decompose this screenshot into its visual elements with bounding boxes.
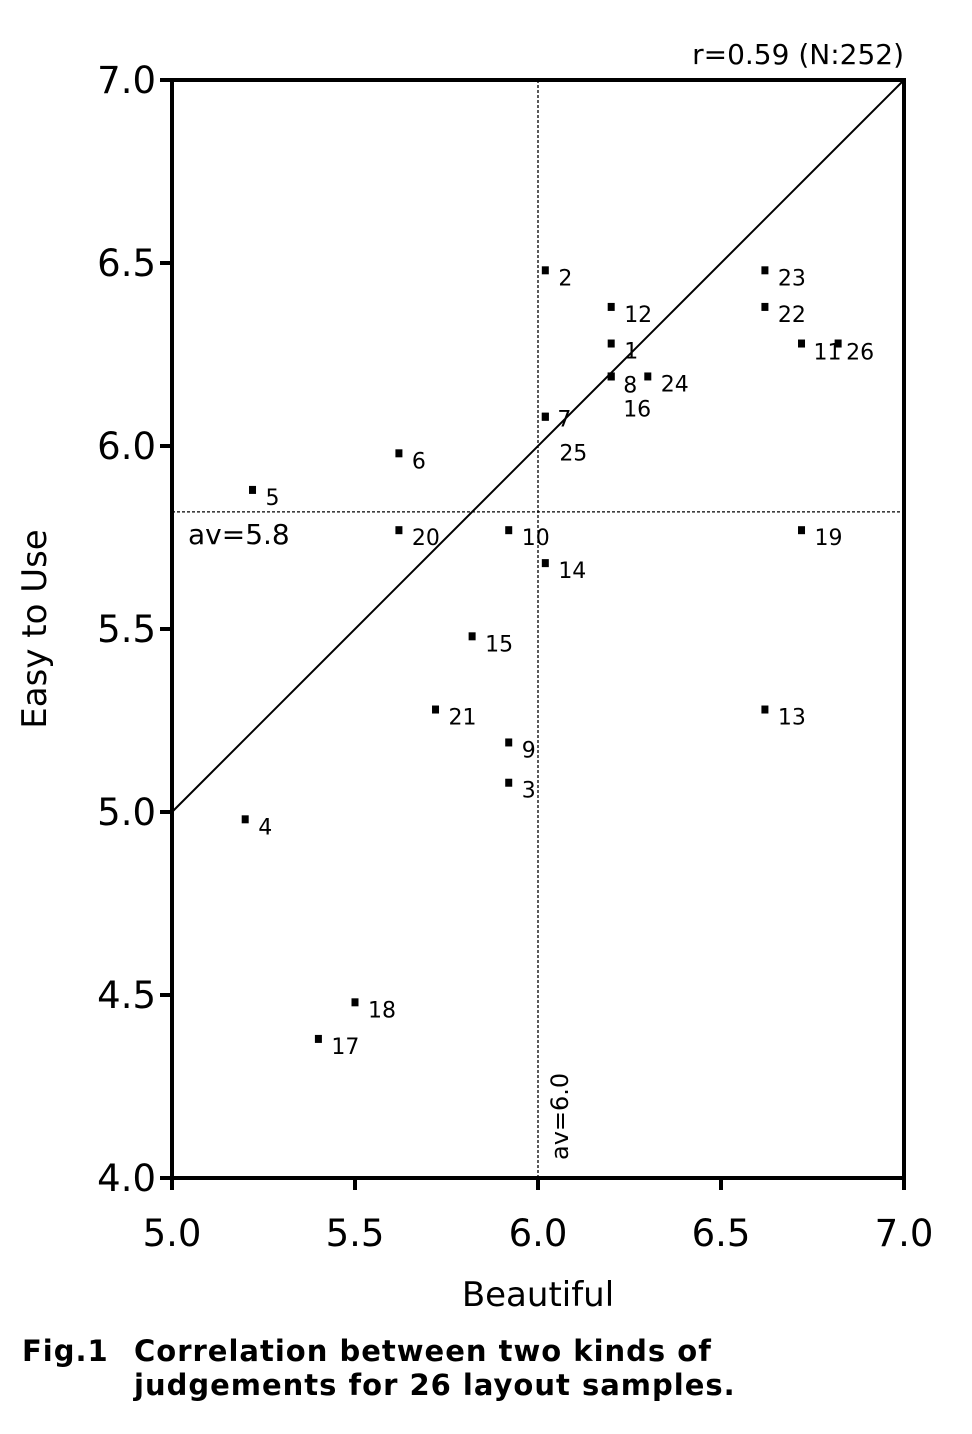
data-point-22 bbox=[761, 302, 769, 311]
data-point-13 bbox=[761, 705, 769, 714]
data-point-18 bbox=[351, 998, 359, 1007]
data-point-16 bbox=[607, 372, 615, 381]
data-label-14: 14 bbox=[558, 559, 586, 584]
data-point-2 bbox=[541, 266, 549, 275]
data-point-14 bbox=[541, 559, 549, 568]
x-tick-label: 6.0 bbox=[509, 1212, 568, 1255]
data-label-24: 24 bbox=[661, 372, 689, 397]
data-label-6: 6 bbox=[412, 449, 426, 474]
data-label-21: 21 bbox=[449, 706, 477, 731]
y-tick-label: 6.0 bbox=[97, 425, 156, 468]
data-label-3: 3 bbox=[522, 779, 536, 804]
data-point-19 bbox=[798, 526, 806, 535]
data-point-10 bbox=[505, 526, 513, 535]
data-label-8: 8 bbox=[623, 373, 637, 398]
plot-frame bbox=[170, 78, 906, 1180]
data-label-26: 26 bbox=[846, 341, 874, 366]
data-label-4: 4 bbox=[258, 815, 272, 840]
correlation-annotation: r=0.59 (N:252) bbox=[692, 38, 904, 71]
data-point-17 bbox=[314, 1034, 322, 1043]
y-tick-label: 4.0 bbox=[97, 1157, 156, 1200]
data-point-26 bbox=[834, 339, 842, 348]
data-label-15: 15 bbox=[485, 632, 513, 657]
data-point-1 bbox=[607, 339, 615, 348]
data-label-13: 13 bbox=[778, 706, 806, 731]
data-label-12: 12 bbox=[624, 303, 652, 328]
data-point-24 bbox=[644, 372, 652, 381]
data-label-19: 19 bbox=[815, 526, 843, 551]
y-mean-label: av=5.8 bbox=[188, 518, 290, 551]
data-point-11 bbox=[798, 339, 806, 348]
y-axis-title: Easy to Use bbox=[15, 529, 55, 728]
data-label-5: 5 bbox=[266, 486, 280, 511]
y-tick-label: 4.5 bbox=[97, 974, 156, 1017]
data-point-25 bbox=[541, 412, 549, 421]
y-tick-label: 7.0 bbox=[97, 59, 156, 102]
x-tick-label: 5.5 bbox=[326, 1212, 385, 1255]
data-label-10: 10 bbox=[522, 526, 550, 551]
data-point-9 bbox=[505, 738, 513, 747]
data-label-23: 23 bbox=[778, 266, 806, 291]
y-tick-label: 6.5 bbox=[97, 242, 156, 285]
figure-caption: Fig.1 Correlation between two kinds of ju… bbox=[22, 1334, 952, 1402]
x-tick-label: 7.0 bbox=[875, 1212, 934, 1255]
data-label-9: 9 bbox=[522, 738, 536, 763]
data-point-15 bbox=[468, 632, 476, 641]
x-tick-label: 6.5 bbox=[692, 1212, 751, 1255]
figure-caption-text: Correlation between two kinds of judgeme… bbox=[134, 1334, 736, 1402]
y-tick-label: 5.5 bbox=[97, 608, 156, 651]
data-point-5 bbox=[249, 485, 257, 494]
data-label-1: 1 bbox=[624, 340, 638, 365]
x-mean-label: av=6.0 bbox=[546, 1073, 574, 1160]
y-tick-label: 5.0 bbox=[97, 791, 156, 834]
data-label-20: 20 bbox=[412, 526, 440, 551]
data-label-2: 2 bbox=[558, 266, 572, 291]
data-label-7: 7 bbox=[557, 408, 571, 433]
x-tick-label: 5.0 bbox=[143, 1212, 202, 1255]
data-point-23 bbox=[761, 266, 769, 275]
data-point-12 bbox=[607, 302, 615, 311]
x-axis-title: Beautiful bbox=[462, 1275, 614, 1315]
data-label-17: 17 bbox=[331, 1035, 359, 1060]
data-point-3 bbox=[505, 778, 513, 787]
data-label-25: 25 bbox=[559, 442, 587, 467]
data-label-16: 16 bbox=[623, 397, 651, 422]
data-label-18: 18 bbox=[368, 998, 396, 1023]
data-point-21 bbox=[432, 705, 440, 714]
data-label-22: 22 bbox=[778, 303, 806, 328]
data-point-4 bbox=[241, 815, 249, 824]
figure-caption-label: Fig.1 bbox=[22, 1334, 109, 1368]
data-point-20 bbox=[395, 526, 403, 535]
data-point-6 bbox=[395, 449, 403, 458]
diagonal-line bbox=[171, 79, 905, 813]
